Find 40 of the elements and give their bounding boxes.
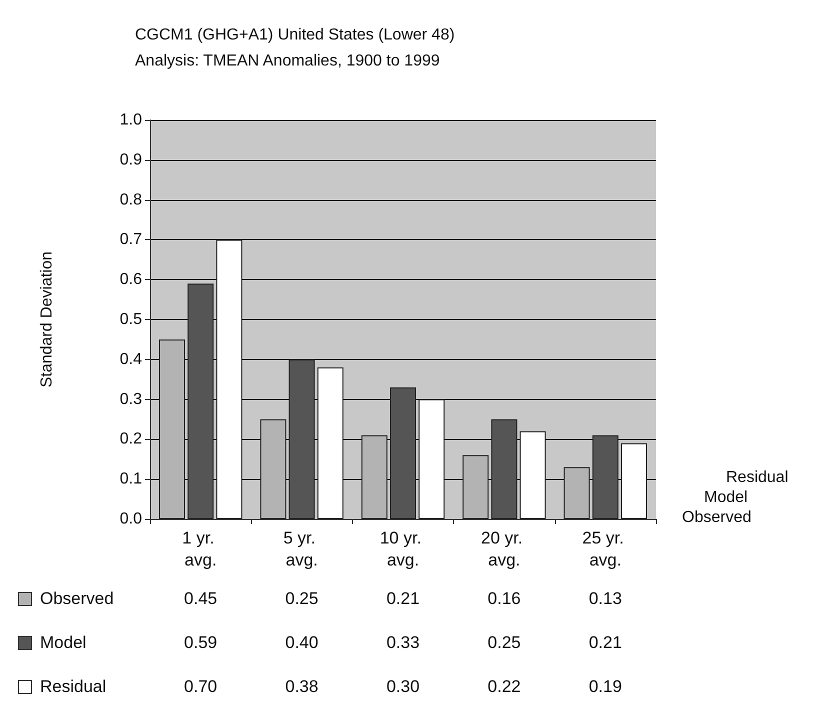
y-tick-label: 0.2 (120, 430, 142, 448)
text: Observed (682, 509, 752, 526)
y-tick-label: 0.9 (120, 151, 142, 168)
y-tick-label: 1.0 (120, 112, 142, 128)
y-tick-label: 0.1 (120, 470, 142, 488)
y-tick-label: 0.0 (120, 510, 142, 528)
chart-subtitle: Analysis: TMEAN Anomalies, 1900 to 1999 (135, 52, 440, 70)
x-tick-label: 1 yr. avg. (182, 528, 220, 570)
data-label: 0.25 (488, 633, 521, 653)
text: Model (704, 489, 748, 506)
data-label: 0.70 (184, 677, 218, 697)
y-tick-label: 0.8 (120, 191, 142, 208)
x-tick-label: 25 yr. avg. (582, 528, 629, 570)
data-label: 0.13 (588, 589, 622, 609)
data-label: 0.45 (184, 589, 218, 609)
y-tick-label: 0.7 (120, 231, 142, 248)
data-label: 0.16 (488, 589, 521, 609)
data-label: 0.30 (386, 677, 420, 697)
data-label: 0.25 (285, 589, 318, 609)
x-tick-label: 20 yr. avg. (481, 528, 528, 570)
y-tick-label: 0.3 (120, 390, 142, 408)
y-tick-label: 0.6 (120, 271, 142, 288)
data-label: 0.21 (386, 589, 420, 609)
legend-label: Observed (40, 589, 114, 609)
legend-label: Residual (40, 677, 106, 697)
x-tick-label: 5 yr. avg. (283, 528, 320, 570)
x-tick-label: 10 yr. avg. (380, 528, 426, 570)
data-label: 0.33 (386, 633, 420, 653)
chart-title: CGCM1 (GHG+A1) United States (Lower 48) (135, 26, 455, 44)
y-axis-title: Standard Deviation (38, 251, 56, 388)
y-tick-label: 0.4 (120, 350, 142, 368)
data-label: 0.38 (285, 677, 318, 697)
text: Residual (726, 469, 788, 486)
data-label: 0.19 (588, 677, 622, 697)
y-tick-label: 0.5 (120, 311, 142, 328)
data-label: 0.21 (588, 633, 622, 653)
data-label: 0.59 (184, 633, 218, 653)
data-label: 0.40 (285, 633, 318, 653)
legend-label: Model (40, 633, 86, 653)
data-label: 0.22 (488, 677, 521, 697)
